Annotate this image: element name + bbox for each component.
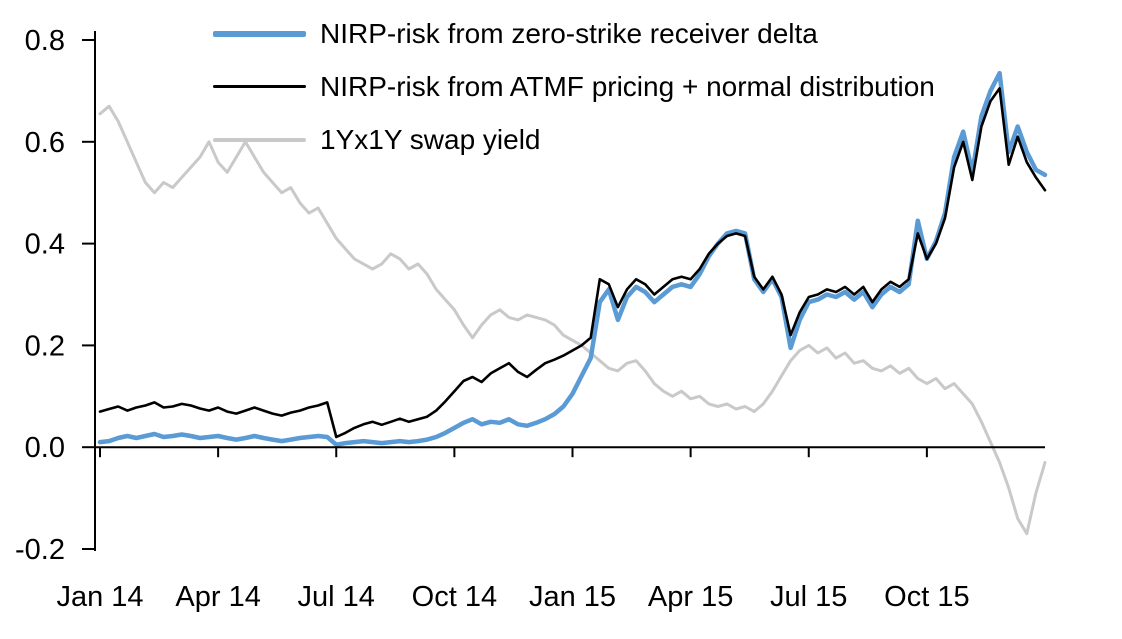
legend-line-zero-strike-delta bbox=[213, 30, 306, 37]
x-tick-label: Apr 15 bbox=[648, 581, 733, 613]
x-tick-label: Oct 15 bbox=[884, 581, 969, 613]
legend-label: NIRP-risk from zero-strike receiver delt… bbox=[320, 17, 818, 49]
legend-label: 1Yx1Y swap yield bbox=[320, 123, 541, 155]
x-tick-label: Apr 14 bbox=[175, 581, 260, 613]
y-tick-label: 0.4 bbox=[25, 229, 65, 261]
y-tick-label: 0.8 bbox=[25, 25, 65, 57]
y-tick-label: 0.0 bbox=[25, 432, 65, 464]
y-tick-label: 0.2 bbox=[25, 330, 65, 362]
y-tick-label: 0.6 bbox=[25, 127, 65, 159]
legend-item-swap-yield: 1Yx1Y swap yield bbox=[213, 121, 935, 158]
series-line-swap-yield bbox=[98, 104, 1047, 536]
legend-line-swap-yield bbox=[213, 137, 306, 142]
legend: NIRP-risk from zero-strike receiver delt… bbox=[213, 15, 935, 158]
x-tick-label: Jul 15 bbox=[770, 581, 847, 613]
x-tick-label: Jan 14 bbox=[56, 581, 143, 613]
legend-line-atmf-normal bbox=[213, 85, 306, 88]
legend-item-atmf-normal: NIRP-risk from ATMF pricing + normal dis… bbox=[213, 68, 935, 105]
legend-label: NIRP-risk from ATMF pricing + normal dis… bbox=[320, 70, 935, 102]
x-tick-label: Jul 14 bbox=[298, 581, 375, 613]
series-line-zero-strike-delta bbox=[97, 70, 1048, 447]
x-tick-label: Oct 14 bbox=[412, 581, 497, 613]
legend-item-zero-strike-delta: NIRP-risk from zero-strike receiver delt… bbox=[213, 15, 935, 52]
x-tick-label: Jan 15 bbox=[529, 581, 616, 613]
series-line-atmf-normal bbox=[98, 87, 1047, 439]
y-tick-label: -0.2 bbox=[15, 534, 65, 566]
